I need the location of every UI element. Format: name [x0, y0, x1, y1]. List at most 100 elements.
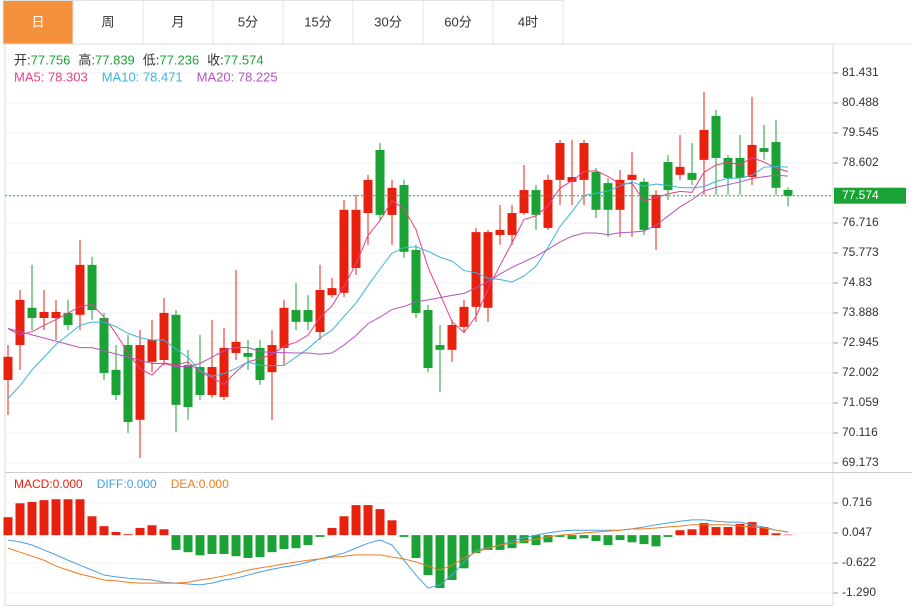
tab-label[interactable]: 周 [101, 14, 114, 29]
candle-body [411, 249, 421, 313]
y-tick-label: 72.945 [842, 335, 879, 349]
macd-bar [171, 535, 181, 550]
macd-bar [27, 501, 37, 536]
candle-body [423, 310, 433, 368]
candle-body [87, 264, 97, 311]
macd-bar [603, 535, 613, 545]
candle-body [351, 209, 361, 269]
candle-body [15, 299, 25, 346]
macd-line [7, 519, 789, 589]
macd-bar [267, 535, 277, 553]
candle-body [195, 367, 205, 395]
ma-line [7, 174, 789, 368]
macd-bar [75, 499, 85, 536]
y-tick-label: 69.173 [842, 455, 879, 469]
macd-bar [771, 533, 781, 536]
candle-body [147, 339, 157, 362]
tab-button[interactable] [142, 0, 214, 45]
macd-bar [63, 499, 73, 536]
tab-button[interactable] [352, 0, 424, 45]
macd-bar [255, 535, 265, 558]
tab-label[interactable]: 日 [31, 14, 44, 29]
candle-body [219, 347, 229, 397]
candle-body [567, 177, 577, 182]
macd-bar [291, 535, 301, 549]
macd-bar [723, 527, 733, 536]
macd-bar [135, 527, 145, 536]
ma-legend: MA10: 78.471 [102, 69, 183, 84]
ma-legend: MA20: 78.225 [197, 69, 278, 84]
ohlc-value: 77.839 [95, 52, 135, 67]
candle-body [663, 162, 673, 191]
macd-bar [567, 535, 577, 540]
ma-legend: MA5: 78.303 [14, 69, 88, 84]
macd-bar [543, 535, 553, 543]
candle-body [531, 190, 541, 215]
candle-body [327, 288, 337, 296]
tab-label[interactable]: 5分 [238, 14, 258, 29]
macd-bar [663, 535, 673, 537]
macd-bar [411, 535, 421, 559]
macd-bar [699, 523, 709, 536]
y-tick-label: 80.488 [842, 95, 879, 109]
macd-bar [531, 535, 541, 545]
candle-body [27, 307, 37, 318]
tab-label[interactable]: 4时 [518, 14, 538, 29]
candle-body [651, 194, 661, 228]
candle-body [279, 307, 289, 348]
macd-legend: DIFF:0.000 [97, 477, 157, 491]
macd-bar [183, 535, 193, 553]
candle-body [399, 185, 409, 252]
macd-bar [423, 535, 433, 576]
candle-body [291, 310, 301, 322]
macd-bar [327, 527, 337, 536]
candle-body [783, 189, 793, 196]
macd-bar [207, 535, 217, 554]
candle-body [243, 353, 253, 357]
macd-bar [363, 505, 373, 536]
ohlc-label: 收: [207, 52, 224, 67]
candle-body [39, 311, 49, 318]
tab-button[interactable] [2, 0, 74, 45]
tab-button[interactable] [72, 0, 144, 45]
y-tick-label: 81.431 [842, 65, 879, 79]
macd-bar [279, 535, 289, 550]
candle-body [75, 264, 85, 315]
candle-body [507, 213, 517, 235]
macd-bar [651, 535, 661, 547]
macd-bar [303, 535, 313, 545]
macd-bar [639, 535, 649, 545]
tab-label[interactable]: 15分 [304, 14, 331, 29]
candle-body [267, 345, 277, 373]
candle-body [135, 345, 145, 420]
candle-body [111, 369, 121, 395]
macd-bar [159, 529, 169, 536]
candle-body [51, 311, 61, 318]
candle-body [471, 232, 481, 307]
tab-button[interactable] [492, 0, 564, 45]
ma-line [7, 166, 789, 399]
candle-body [159, 312, 169, 360]
macd-bar [99, 526, 109, 536]
y-tick-label: 71.059 [842, 395, 879, 409]
candle-body [315, 290, 325, 332]
y-tick-label: 0.716 [842, 495, 872, 509]
candle-body [363, 179, 373, 213]
y-tick-label: -1.290 [842, 585, 876, 599]
y-tick-label: -0.622 [842, 555, 876, 569]
y-tick-label: 70.116 [842, 425, 878, 439]
macd-bar [783, 534, 793, 536]
tab-label[interactable]: 月 [171, 14, 184, 29]
candle-body [339, 209, 349, 293]
macd-bar [483, 535, 493, 550]
candle-body [207, 367, 217, 395]
candle-body [687, 172, 697, 180]
ohlc-label: 低: [143, 52, 160, 67]
tab-label[interactable]: 30分 [374, 14, 401, 29]
macd-bar [495, 535, 505, 550]
macd-bar [375, 509, 385, 536]
tab-label[interactable]: 60分 [444, 14, 471, 29]
candle-body [771, 142, 781, 188]
macd-bar [447, 535, 457, 580]
